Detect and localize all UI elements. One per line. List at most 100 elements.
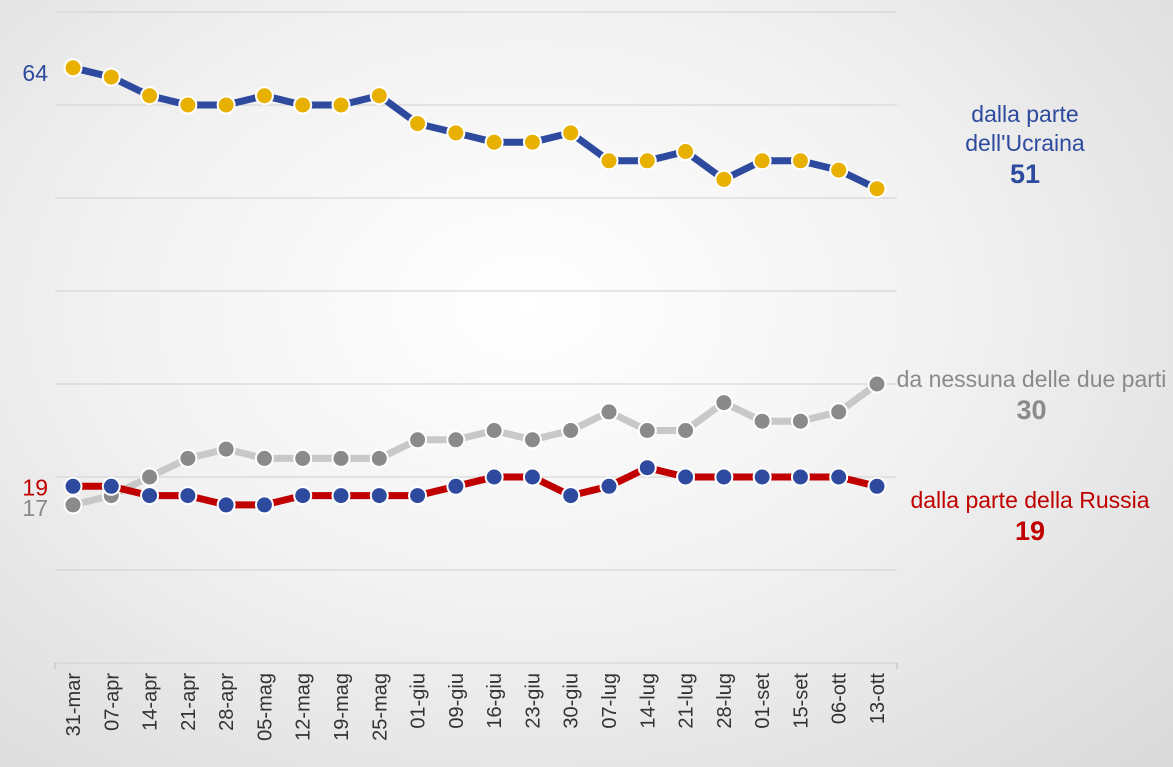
marker — [484, 467, 504, 487]
marker — [561, 486, 581, 506]
marker — [446, 476, 466, 496]
x-tick-label: 06-ott — [829, 673, 851, 725]
start-value: 17 — [22, 495, 48, 521]
series-line — [72, 64, 879, 192]
marker — [599, 151, 619, 171]
end-value: 19 — [1014, 516, 1046, 546]
marker — [790, 411, 810, 431]
marker — [216, 95, 236, 115]
marker — [63, 58, 83, 78]
marker — [714, 467, 734, 487]
series-label: dalla parte della Russia 19 — [910, 486, 1150, 546]
series-label: dalla parte dell'Ucraina 51 — [930, 100, 1120, 189]
marker — [369, 448, 389, 468]
marker — [676, 421, 696, 440]
x-tick-label: 07-apr — [101, 673, 123, 731]
x-tick-label: 05-mag — [254, 673, 276, 741]
marker — [561, 123, 581, 143]
marker — [790, 151, 810, 171]
x-tick-label: 09-giu — [446, 673, 468, 729]
marker — [522, 132, 542, 152]
start-value: 64 — [22, 60, 48, 86]
marker — [369, 486, 389, 506]
x-tick-label: 19-mag — [331, 673, 353, 741]
series-name: da nessuna delle due parti — [896, 366, 1167, 392]
marker — [216, 495, 236, 515]
marker — [637, 421, 657, 440]
marker — [254, 495, 274, 515]
marker — [829, 402, 849, 422]
x-tick-label: 30-giu — [561, 673, 583, 729]
marker — [178, 448, 198, 468]
x-tick-label: 28-apr — [216, 673, 238, 731]
marker — [101, 67, 121, 87]
marker — [829, 467, 849, 487]
marker — [254, 448, 274, 468]
x-tick-label: 28-lug — [714, 673, 736, 729]
end-value: 51 — [1009, 159, 1041, 189]
marker — [63, 476, 83, 496]
x-tick-label: 14-lug — [637, 673, 659, 729]
marker — [561, 421, 581, 440]
marker — [63, 495, 83, 515]
marker — [408, 430, 428, 450]
marker — [752, 467, 772, 487]
marker — [637, 458, 657, 478]
marker — [140, 486, 160, 506]
x-tick-label: 25-mag — [369, 673, 391, 741]
marker — [408, 114, 428, 134]
marker — [829, 160, 849, 180]
series-name: dalla parte della Russia — [910, 487, 1150, 513]
marker — [178, 95, 198, 115]
series-label: da nessuna delle due parti 30 — [884, 365, 1173, 425]
marker — [676, 142, 696, 161]
marker — [140, 86, 160, 106]
marker — [790, 467, 810, 487]
x-tick-label: 13-ott — [867, 673, 889, 725]
marker — [484, 421, 504, 440]
x-tick-label: 16-giu — [484, 673, 506, 729]
marker — [637, 151, 657, 171]
marker — [331, 486, 351, 506]
x-tick-label: 23-giu — [522, 673, 544, 729]
series-line — [72, 381, 880, 509]
marker — [752, 411, 772, 431]
marker — [293, 486, 313, 506]
marker — [254, 86, 274, 106]
x-tick-label: 01-giu — [408, 673, 430, 729]
marker — [101, 476, 121, 496]
marker — [867, 179, 887, 199]
series-line — [73, 464, 878, 509]
marker — [867, 374, 887, 394]
marker — [293, 95, 313, 115]
x-tick-label: 15-set — [790, 673, 812, 729]
marker — [522, 467, 542, 487]
marker — [484, 132, 504, 152]
marker — [408, 486, 428, 506]
x-tick-label: 14-apr — [140, 673, 162, 731]
marker — [293, 448, 313, 468]
start-value: 19 — [22, 474, 48, 500]
x-tick-label: 12-mag — [293, 673, 315, 741]
marker — [522, 430, 542, 450]
x-tick-label: 01-set — [752, 673, 774, 729]
marker — [331, 95, 351, 115]
marker — [867, 476, 887, 496]
marker — [752, 151, 772, 171]
marker — [369, 86, 389, 106]
end-value: 30 — [1016, 395, 1047, 425]
x-tick-label: 21-lug — [676, 673, 698, 729]
x-tick-label: 31-mar — [63, 673, 85, 737]
marker — [599, 476, 619, 496]
x-tick-label: 21-apr — [178, 673, 200, 731]
marker — [714, 169, 734, 189]
marker — [446, 430, 466, 450]
marker — [446, 123, 466, 143]
marker — [599, 402, 619, 422]
marker — [676, 467, 696, 487]
marker — [331, 448, 351, 468]
x-tick-label: 07-lug — [599, 673, 621, 729]
marker — [714, 393, 734, 413]
